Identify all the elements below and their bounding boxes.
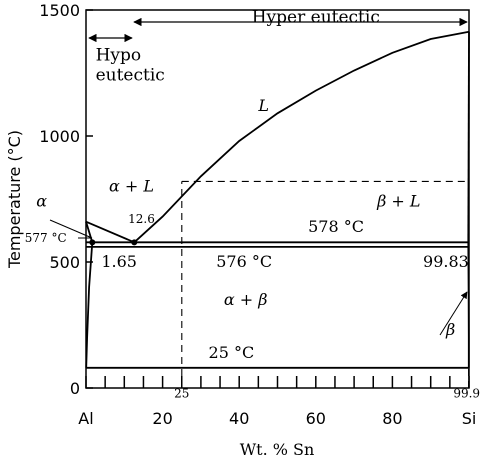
- phase-line-1: [133, 30, 470, 243]
- y-tick-label: 0: [70, 379, 80, 398]
- x-axis-label: Wt. % Sn: [240, 440, 315, 459]
- x-tick-label: Si: [462, 409, 477, 428]
- annotation-label: 576 °C: [216, 252, 272, 271]
- annotation-label: β: [445, 320, 455, 339]
- y-tick-label: 1000: [39, 127, 80, 146]
- x-tick-label: 20: [152, 409, 172, 428]
- phase-line-5: [467, 31, 470, 243]
- annotation-label: β + L: [376, 192, 420, 211]
- annotation-label: α: [36, 192, 47, 211]
- x-axis-ticks: Al 20 40 60 80 Si: [78, 376, 476, 428]
- annotation-label: α + β: [224, 290, 268, 309]
- annotation-label: 12.6: [128, 212, 155, 226]
- phase-boundaries: [85, 30, 470, 388]
- annotation-label: Hyper eutectic: [252, 8, 380, 28]
- y-tick-label: 1500: [39, 1, 80, 20]
- alpha-pointer: [49, 219, 93, 239]
- annotation-label: 25 °C: [209, 343, 255, 362]
- annotation-label: L: [257, 96, 269, 115]
- x-tick-label: Al: [78, 409, 93, 428]
- annotation-label: eutectic: [96, 66, 165, 86]
- phase-line-4: [467, 242, 470, 368]
- eutectic-points: [89, 239, 138, 246]
- annotation-label: 25: [174, 387, 189, 401]
- x-tick-label: 80: [382, 409, 402, 428]
- y-axis-ticks: 0 500 1000 1500: [39, 1, 93, 398]
- annotation-label: Hypo: [96, 45, 142, 65]
- eutectic-point-1: [89, 239, 96, 246]
- eutectic-point-0: [131, 239, 138, 246]
- annotation-label: 1.65: [101, 252, 137, 271]
- annotation-label: 577 °C: [25, 231, 67, 245]
- x-tick-label: 60: [306, 409, 326, 428]
- y-axis-label: Temperature (°C): [5, 130, 24, 269]
- x-tick-label: 40: [229, 409, 249, 428]
- y-tick-label: 500: [49, 253, 80, 272]
- phase-line-0: [85, 220, 135, 244]
- annotation-label: 99.9: [453, 387, 480, 401]
- annotation-label: 578 °C: [308, 217, 364, 236]
- beta-pointer: [439, 291, 468, 336]
- annotation-label: α + L: [109, 176, 154, 195]
- phase-line-3: [85, 242, 94, 368]
- annotation-label: 99.83: [423, 252, 469, 271]
- phase-line-2: [85, 221, 94, 243]
